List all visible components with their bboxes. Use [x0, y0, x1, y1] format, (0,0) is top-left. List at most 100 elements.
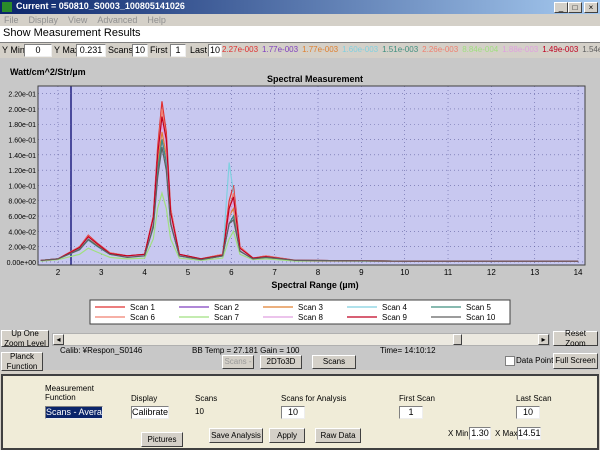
- x-tick-label: 2: [56, 268, 61, 277]
- label: Measurement Function: [45, 384, 94, 402]
- menu-item[interactable]: File: [4, 15, 19, 25]
- header-bar: Show Measurement Results: [0, 26, 600, 43]
- menu-item[interactable]: Display: [28, 15, 59, 25]
- y-tick-label: 1.20e-01: [8, 168, 36, 175]
- title-bar: Current = 050810_S0003_100805141026 _ □ …: [0, 0, 600, 14]
- bb-temp-text: BB Temp = 27.181 Gain = 100: [192, 346, 300, 355]
- last-input[interactable]: 10: [208, 44, 222, 57]
- pictures-button[interactable]: Pictures: [141, 432, 183, 447]
- scan-value: 1.51e-003: [382, 45, 419, 54]
- scan-value: 1.77e-003: [262, 45, 299, 54]
- raw-data-button[interactable]: Raw Data: [315, 428, 361, 443]
- display-select[interactable]: Calibrate: [131, 406, 169, 419]
- label: Display: [131, 394, 158, 403]
- up-zoom-button[interactable]: Up One Zoom Level: [1, 329, 49, 348]
- scan-value: 1.77e-003: [302, 45, 339, 54]
- x-tick-label: 8: [316, 268, 321, 277]
- scroll-right[interactable]: ▸: [538, 334, 549, 345]
- checkbox[interactable]: [505, 356, 515, 366]
- series-line: [40, 147, 579, 262]
- legend-label: Scan 1: [130, 303, 155, 312]
- x-tick-label: 3: [99, 268, 104, 277]
- time-text: Time= 14:10:12: [380, 346, 436, 355]
- scan-value: 1.88e-003: [502, 45, 539, 54]
- maximize[interactable]: □: [568, 2, 582, 13]
- scans-plus-button[interactable]: Scans: [312, 355, 356, 369]
- data-points-label: Data Points: [516, 356, 558, 365]
- x-tick-label: 7: [272, 268, 277, 277]
- scans-minus-button[interactable]: Scans -: [222, 355, 254, 369]
- scrollbar[interactable]: ◂ ▸: [52, 333, 550, 346]
- x-tick-label: 12: [487, 268, 496, 277]
- x-tick-label: 5: [186, 268, 191, 277]
- y-tick-label: 1.60e-01: [8, 138, 36, 145]
- scan-value: 1.60e-003: [342, 45, 379, 54]
- label: Last Scan: [516, 394, 552, 403]
- header: Show Measurement Results: [3, 27, 141, 39]
- x-tick-label: 13: [530, 268, 539, 277]
- minimize[interactable]: _: [554, 2, 568, 13]
- label: Scans for Analysis: [281, 394, 347, 403]
- legend-label: Scan 2: [214, 303, 239, 312]
- full-screen-button[interactable]: Full Screen: [553, 353, 598, 369]
- y-tick-label: 2.00e-02: [8, 245, 36, 252]
- function-select[interactable]: Scans - Avera: [45, 406, 103, 419]
- scan-value: 2.27e-003: [222, 45, 259, 54]
- legend-label: Scan 7: [214, 313, 239, 322]
- series-line: [40, 190, 579, 262]
- legend-label: Scan 10: [466, 313, 496, 322]
- scan-values: 2.27e-003 1.77e-003 1.77e-003 1.60e-003 1.51…: [222, 45, 600, 54]
- scans-analysis-input[interactable]: 10: [281, 406, 305, 419]
- first-input[interactable]: 1: [170, 44, 186, 57]
- y-tick-label: 1.00e-01: [8, 183, 36, 190]
- menu-item[interactable]: Advanced: [97, 15, 138, 25]
- toolbar: Y Min 0 Y Max 0.231 Scans 10 First 1 Las…: [0, 43, 600, 57]
- first-scan-input[interactable]: 1: [399, 406, 423, 419]
- legend-label: Scan 4: [382, 303, 407, 312]
- xmax-input[interactable]: 14.51: [517, 427, 541, 440]
- label: First Scan: [399, 394, 436, 403]
- label: Scans: [195, 394, 218, 403]
- planck-button[interactable]: Planck Function: [1, 352, 43, 371]
- plot-border: [37, 85, 586, 266]
- menu-item[interactable]: View: [68, 15, 88, 25]
- ymin-input[interactable]: 0: [24, 44, 52, 57]
- label: X Min: [448, 429, 469, 438]
- y-tick-label: 0.00e+00: [7, 260, 36, 267]
- menu-bar: File Display View Advanced Help: [0, 15, 600, 26]
- y-tick-label: 2.00e-01: [8, 107, 36, 114]
- xmin-input[interactable]: 1.30: [469, 427, 491, 440]
- label: First: [150, 45, 168, 55]
- last-scan-input[interactable]: 10: [516, 406, 540, 419]
- legend-label: Scan 8: [298, 313, 323, 322]
- reset-zoom-button[interactable]: Reset Zoom: [553, 329, 598, 348]
- label: Scans: [108, 45, 134, 55]
- legend-label: Scan 5: [466, 303, 491, 312]
- x-tick-label: 4: [142, 268, 147, 277]
- save-analysis-button[interactable]: Save Analysis: [209, 428, 263, 443]
- to3d-button[interactable]: 2DTo3D: [260, 355, 302, 369]
- legend: [89, 299, 511, 325]
- window-title: Current = 050810_S0003_100805141026: [16, 1, 185, 11]
- x-tick-label: 9: [359, 268, 364, 277]
- y-tick-label: 4.00e-02: [8, 229, 36, 236]
- y-tick-label: 6.00e-02: [8, 214, 36, 221]
- close[interactable]: ×: [584, 2, 598, 13]
- plot-area: [38, 86, 585, 265]
- scroll-thumb[interactable]: [453, 334, 462, 345]
- x-tick-label: 14: [574, 268, 583, 277]
- legend-label: Scan 6: [130, 313, 155, 322]
- y-tick-label: 1.80e-01: [8, 122, 36, 129]
- menu-item[interactable]: Help: [147, 15, 166, 25]
- y-tick-label: 1.40e-01: [8, 153, 36, 160]
- ymax-input[interactable]: 0.231: [76, 44, 106, 57]
- legend-label: Scan 3: [298, 303, 323, 312]
- apply-button[interactable]: Apply: [269, 428, 305, 443]
- x-tick-label: 11: [444, 268, 453, 277]
- scan-value: 8.84e-004: [462, 45, 499, 54]
- scans-input[interactable]: 10: [132, 44, 148, 57]
- label: Y Min: [2, 45, 25, 55]
- scan-value: 1.49e-003: [542, 45, 579, 54]
- scroll-left[interactable]: ◂: [53, 334, 64, 345]
